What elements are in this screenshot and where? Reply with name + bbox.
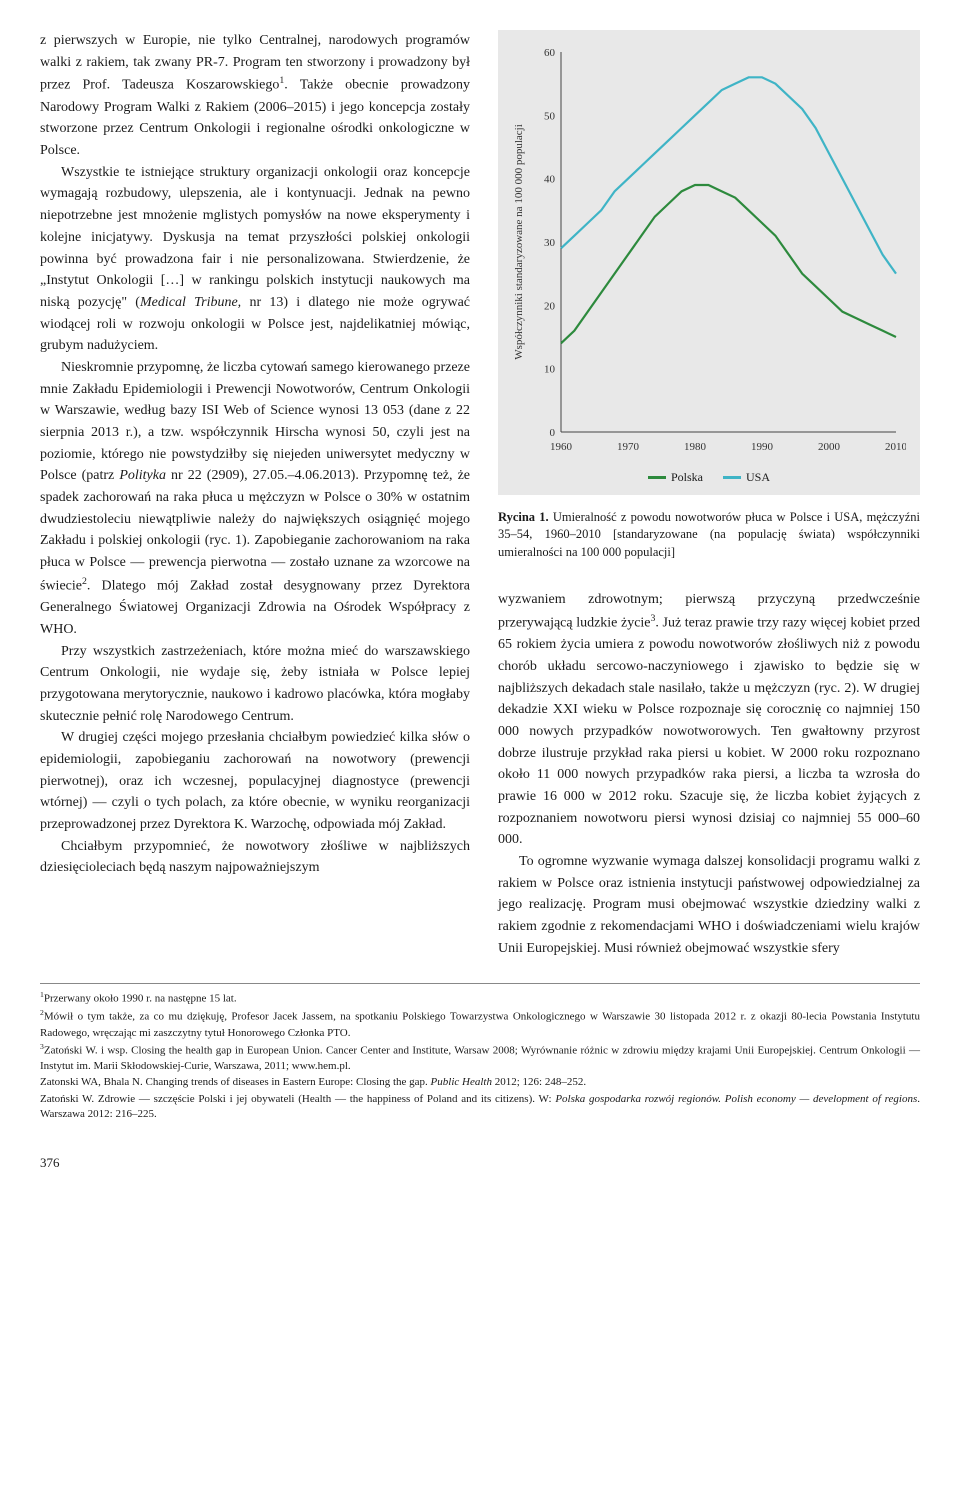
svg-text:2010: 2010: [885, 441, 906, 453]
left-para4: Przy wszystkich zastrzeżeniach, które mo…: [40, 641, 470, 728]
chart-legend: Polska USA: [506, 468, 912, 487]
svg-text:50: 50: [544, 110, 556, 122]
page-number: 376: [40, 1153, 920, 1173]
footnote-3: 3Zatoński W. i wsp. Closing the health g…: [40, 1042, 920, 1074]
svg-text:10: 10: [544, 364, 556, 376]
left-para2: Wszystkie te istniejące struktury organi…: [40, 162, 470, 357]
legend-swatch-poland: [648, 476, 666, 479]
figure-caption: Rycina 1. Umieralność z powodu nowotworó…: [498, 509, 920, 562]
footnote-1: 1Przerwany około 1990 r. na następne 15 …: [40, 990, 920, 1007]
legend-usa: USA: [723, 468, 770, 487]
svg-text:2000: 2000: [818, 441, 841, 453]
right-para2: To ogromne wyzwanie wymaga dalszej konso…: [498, 851, 920, 959]
svg-text:40: 40: [544, 174, 556, 186]
legend-label-usa: USA: [746, 468, 770, 487]
legend-poland: Polska: [648, 468, 703, 487]
footnote-2: 2Mówił o tym także, za co mu dziękuję, P…: [40, 1008, 920, 1040]
svg-text:0: 0: [550, 427, 556, 439]
chart-container: 0 10 20 30 40 50 60 1960 1970 1980 1990 2000 2010 Wsp…: [498, 30, 920, 495]
left-para1: z pierwszych w Europie, nie tylko Centra…: [40, 30, 470, 162]
footnote-4: Zatonski WA, Bhala N. Changing trends of…: [40, 1075, 920, 1090]
footnote-5: Zatoński W. Zdrowie — szczęście Polski i…: [40, 1092, 920, 1123]
svg-text:1960: 1960: [550, 441, 573, 453]
footnotes: 1Przerwany około 1990 r. na następne 15 …: [40, 983, 920, 1122]
legend-swatch-usa: [723, 476, 741, 479]
legend-label-poland: Polska: [671, 468, 703, 487]
svg-text:Współczynniki standaryzowane n: Współczynniki standaryzowane na 100 000 …: [513, 124, 525, 360]
left-column: z pierwszych w Europie, nie tylko Centra…: [40, 30, 470, 959]
svg-text:60: 60: [544, 47, 556, 59]
svg-text:1970: 1970: [617, 441, 640, 453]
left-para5: W drugiej części mojego przesłania chcia…: [40, 727, 470, 835]
svg-text:1980: 1980: [684, 441, 707, 453]
left-para3: Nieskromnie przypomnę, że liczba cytowań…: [40, 357, 470, 641]
svg-text:1990: 1990: [751, 441, 774, 453]
svg-text:30: 30: [544, 237, 556, 249]
mortality-chart: 0 10 20 30 40 50 60 1960 1970 1980 1990 2000 2010 Wsp…: [506, 42, 906, 462]
right-para1: wyzwaniem zdrowotnym; pierwszą przyczyną…: [498, 589, 920, 851]
left-para6: Chciałbym przypomnieć, że nowotwory złoś…: [40, 836, 470, 879]
right-column: 0 10 20 30 40 50 60 1960 1970 1980 1990 2000 2010 Wsp…: [498, 30, 920, 959]
svg-text:20: 20: [544, 300, 556, 312]
